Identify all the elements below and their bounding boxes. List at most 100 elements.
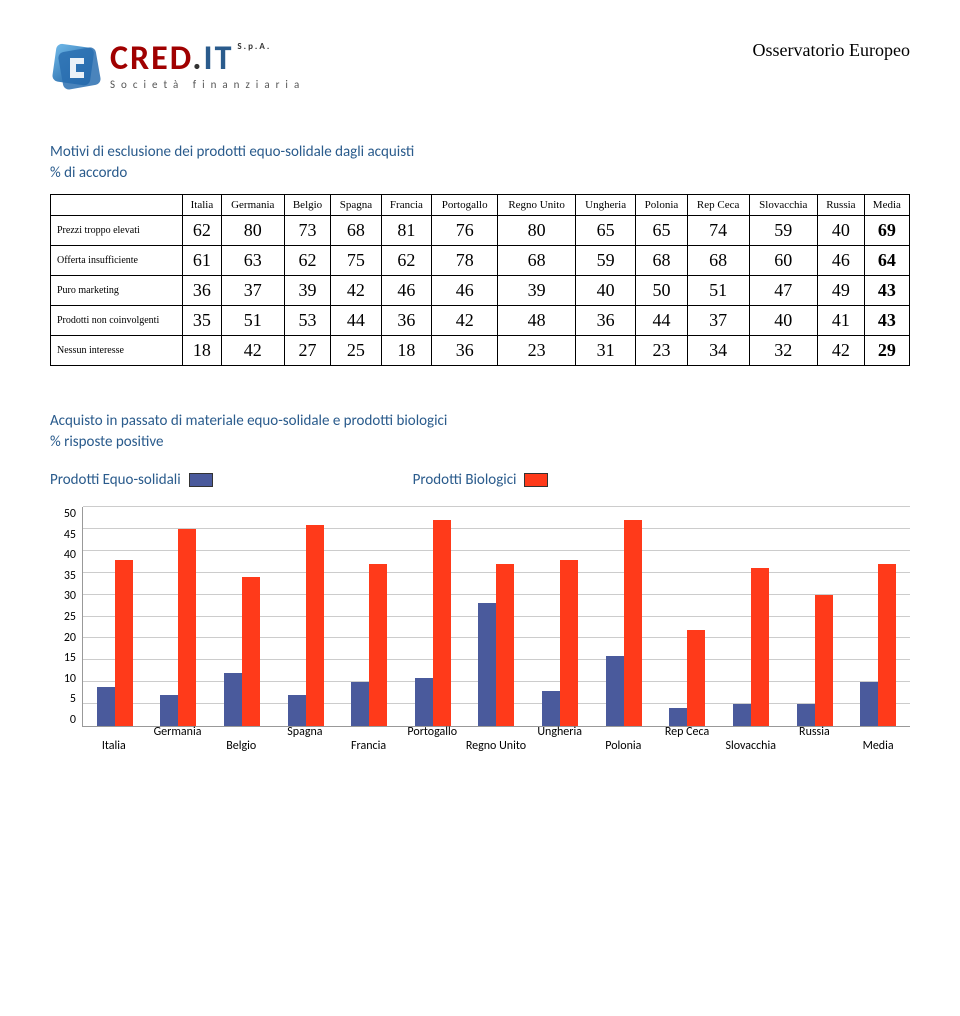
table-cell: 68 — [498, 246, 576, 276]
bar-bio — [242, 577, 260, 726]
table-cell: 23 — [498, 336, 576, 366]
table-row-label: Offerta insufficiente — [51, 246, 183, 276]
table-cell: 42 — [221, 336, 284, 366]
bar-equo — [478, 603, 496, 726]
table-cell: 40 — [576, 276, 636, 306]
table-cell: 36 — [381, 306, 432, 336]
table-cell: 35 — [183, 306, 222, 336]
bar-bio — [369, 564, 387, 726]
logo-part-2: IT — [204, 38, 234, 79]
table-col-header: Spagna — [331, 195, 381, 216]
table-cell: 73 — [284, 216, 331, 246]
table-cell: 46 — [432, 276, 498, 306]
logo-icon — [50, 40, 102, 92]
table-title-line2: % di accordo — [50, 164, 127, 182]
x-tick-label: Francia — [337, 739, 401, 773]
table-cell: 80 — [498, 216, 576, 246]
chart-title: Acquisto in passato di materiale equo-so… — [50, 411, 910, 453]
chart-title-line1: Acquisto in passato di materiale equo-so… — [50, 412, 447, 430]
table-cell: 44 — [636, 306, 688, 336]
table-cell: 43 — [864, 306, 909, 336]
bar-group — [592, 507, 656, 726]
table-section: Motivi di esclusione dei prodotti equo-s… — [50, 142, 910, 366]
table-cell: 18 — [183, 336, 222, 366]
table-cell: 61 — [183, 246, 222, 276]
x-tick-label: Rep Ceca — [655, 725, 719, 759]
x-tick-label: Slovacchia — [719, 739, 783, 773]
table-cell: 59 — [576, 246, 636, 276]
table-cell: 68 — [687, 246, 749, 276]
y-tick-label: 30 — [50, 589, 76, 603]
x-tick-label: Spagna — [273, 725, 337, 759]
chart-section: Acquisto in passato di materiale equo-so… — [50, 411, 910, 761]
table-cell: 42 — [818, 336, 865, 366]
bar-equo — [160, 695, 178, 726]
bar-group — [147, 507, 211, 726]
bar-bio — [560, 560, 578, 726]
chart-yaxis: 05101520253035404550 — [50, 507, 82, 727]
page-header: CRED.ITS.p.A. Società finanziaria Osserv… — [50, 40, 910, 92]
bar-bio — [687, 630, 705, 726]
table-title-line1: Motivi di esclusione dei prodotti equo-s… — [50, 143, 414, 161]
table-title: Motivi di esclusione dei prodotti equo-s… — [50, 142, 910, 184]
table-cell: 65 — [636, 216, 688, 246]
table-cell: 49 — [818, 276, 865, 306]
bar-bio — [433, 520, 451, 726]
table-cell: 51 — [221, 306, 284, 336]
table-cell: 63 — [221, 246, 284, 276]
table-col-header: Ungheria — [576, 195, 636, 216]
table-cell: 62 — [381, 246, 432, 276]
bar-group — [846, 507, 910, 726]
chart-plot — [82, 507, 910, 727]
bar-equo — [669, 708, 687, 726]
table-cell: 59 — [749, 216, 818, 246]
table-cell: 36 — [576, 306, 636, 336]
legend-swatch-equo — [189, 473, 213, 487]
bar-group — [274, 507, 338, 726]
table-cell: 65 — [576, 216, 636, 246]
legend-swatch-bio — [524, 473, 548, 487]
table-cell: 42 — [432, 306, 498, 336]
bar-bio — [178, 529, 196, 726]
legend-item-bio: Prodotti Biologici — [413, 471, 549, 489]
table-cell: 39 — [284, 276, 331, 306]
table-cell: 43 — [864, 276, 909, 306]
bar-bio — [115, 560, 133, 726]
x-tick-label: Media — [846, 739, 910, 773]
table-col-header: Russia — [818, 195, 865, 216]
table-row: Prezzi troppo elevati6280736881768065657… — [51, 216, 910, 246]
table-row: Offerta insufficiente6163627562786859686… — [51, 246, 910, 276]
y-tick-label: 10 — [50, 672, 76, 686]
table-cell: 46 — [381, 276, 432, 306]
table-cell: 68 — [636, 246, 688, 276]
table-cell: 74 — [687, 216, 749, 246]
chart: 05101520253035404550 ItaliaGermaniaBelgi… — [50, 507, 910, 761]
table-cell: 32 — [749, 336, 818, 366]
chart-legend: Prodotti Equo-solidali Prodotti Biologic… — [50, 471, 910, 489]
x-tick-label: Russia — [783, 725, 847, 759]
table-cell: 42 — [331, 276, 381, 306]
table-col-header: Belgio — [284, 195, 331, 216]
bar-equo — [860, 682, 878, 726]
bar-group — [655, 507, 719, 726]
table-col-header: Francia — [381, 195, 432, 216]
y-tick-label: 40 — [50, 548, 76, 562]
table-cell: 40 — [818, 216, 865, 246]
table-cell: 37 — [221, 276, 284, 306]
table-cell: 27 — [284, 336, 331, 366]
bar-group — [83, 507, 147, 726]
bar-group — [528, 507, 592, 726]
table-cell: 50 — [636, 276, 688, 306]
logo-subtitle: Società finanziaria — [110, 78, 305, 91]
y-tick-label: 0 — [50, 713, 76, 727]
x-tick-label: Portogallo — [400, 725, 464, 759]
chart-xaxis: ItaliaGermaniaBelgioSpagnaFranciaPortoga… — [82, 727, 910, 761]
table-cell: 51 — [687, 276, 749, 306]
bar-equo — [288, 695, 306, 726]
legend-item-equo: Prodotti Equo-solidali — [50, 471, 213, 489]
table-cell: 68 — [331, 216, 381, 246]
header-right-text: Osservatorio Europeo — [753, 40, 910, 61]
logo-dot: . — [192, 38, 203, 79]
y-tick-label: 5 — [50, 692, 76, 706]
table-cell: 34 — [687, 336, 749, 366]
